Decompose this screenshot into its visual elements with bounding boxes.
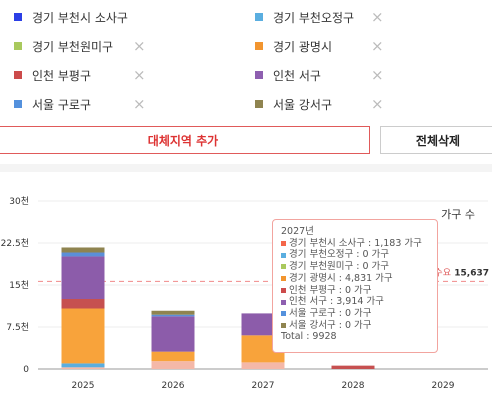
y-tick-label: 15천 [9, 280, 29, 291]
tooltip-row: 인천 부평구 : 0 가구 [281, 285, 429, 297]
tooltip-total: Total : 9928 [281, 331, 337, 343]
x-tick-label: 2029 [432, 381, 455, 391]
bar-segment-2025-0 [61, 367, 105, 369]
legend-swatch [14, 13, 22, 21]
tooltip-row-text: 서울 구로구 : 0 가구 [289, 307, 372, 319]
remove-region-icon[interactable]: × [371, 66, 384, 84]
legend-swatch [14, 42, 22, 50]
remove-region-icon[interactable]: × [371, 37, 384, 55]
bar-segment-2026-7 [151, 310, 195, 315]
section-divider [0, 164, 492, 172]
remove-region-icon[interactable]: × [371, 8, 384, 26]
legend-swatch [14, 100, 22, 108]
bar-segment-2025-6 [61, 252, 105, 257]
tooltip-row: 경기 부천원미구 : 0 가구 [281, 261, 429, 273]
remove-region-icon[interactable]: × [133, 66, 146, 84]
add-alternative-region-button[interactable]: 대체지역 추가 [0, 126, 370, 154]
legend-label: 경기 부천원미구 [32, 39, 114, 54]
remove-region-icon[interactable]: × [371, 95, 384, 113]
legend-label: 서울 강서구 [273, 97, 333, 112]
chart-unit-label: 가구 수 [441, 208, 475, 221]
threshold-value: 15,637 [454, 268, 489, 278]
remove-region-icon[interactable]: × [133, 37, 146, 55]
y-tick-label: 7.5천 [6, 322, 29, 333]
region-legend: 경기 부천시 소사구 경기 부천오정구 × 경기 부천원미구 × 경기 광명시 × 인천 부평… [0, 0, 492, 118]
y-tick-label: 0 [23, 365, 29, 375]
tooltip-row-text: 경기 부천시 소사구 : 1,183 가구 [289, 237, 422, 249]
tooltip-row-text: 경기 부천오정구 : 0 가구 [289, 249, 389, 261]
legend-item-2[interactable]: 경기 부천원미구 [14, 36, 113, 56]
tooltip-swatch [281, 241, 286, 247]
tooltip-swatch [281, 299, 286, 305]
chart-tooltip: 2027년 경기 부천시 소사구 : 1,183 가구 경기 부천오정구 : 0 … [272, 219, 438, 353]
legend-item-6[interactable]: 서울 구로구 [14, 94, 91, 114]
legend-swatch [255, 71, 263, 79]
y-tick-label: 22.5천 [1, 238, 29, 249]
legend-swatch [255, 100, 263, 108]
tooltip-row-text: 경기 광명시 : 4,831 가구 [289, 272, 393, 284]
legend-item-0[interactable]: 경기 부천시 소사구 [14, 7, 128, 27]
tooltip-swatch [281, 322, 286, 328]
legend-label: 인천 부평구 [32, 68, 92, 83]
legend-label: 인천 서구 [273, 68, 321, 83]
legend-label: 경기 부천오정구 [273, 10, 355, 25]
x-tick-label: 2025 [72, 381, 95, 391]
tooltip-swatch [281, 276, 286, 282]
tooltip-swatch [281, 252, 286, 258]
bar-segment-2026-5 [151, 316, 195, 352]
tooltip-swatch [281, 311, 286, 317]
tooltip-row: 인천 서구 : 3,914 가구 [281, 296, 429, 308]
bar-segment-2025-4 [61, 299, 105, 309]
bar-segment-2025-5 [61, 256, 105, 299]
tooltip-row-text: 인천 서구 : 3,914 가구 [289, 296, 384, 308]
legend-swatch [255, 13, 263, 21]
tooltip-swatch [281, 264, 286, 270]
legend-item-4[interactable]: 인천 부평구 [14, 65, 91, 85]
tooltip-row: 경기 부천오정구 : 0 가구 [281, 249, 429, 261]
tooltip-row: 경기 광명시 : 4,831 가구 [281, 273, 429, 285]
tooltip-row: 서울 강서구 : 0 가구 [281, 320, 429, 332]
tooltip-year: 2027년 [281, 226, 314, 237]
tooltip-row-text: 서울 강서구 : 0 가구 [289, 319, 372, 331]
y-tick-label: 30천 [9, 196, 29, 207]
tooltip-row: 경기 부천시 소사구 : 1,183 가구 [281, 238, 429, 250]
x-tick-label: 2026 [162, 381, 185, 391]
legend-label: 서울 구로구 [32, 97, 92, 112]
delete-all-button[interactable]: 전체삭제 [380, 126, 492, 154]
tooltip-row-text: 경기 부천원미구 : 0 가구 [289, 261, 389, 273]
legend-item-3[interactable]: 경기 광명시 [255, 36, 332, 56]
bar-segment-2025-7 [61, 247, 105, 253]
tooltip-row-text: 인천 부평구 : 0 가구 [289, 284, 372, 296]
bar-segment-2025-1 [61, 363, 105, 368]
legend-item-7[interactable]: 서울 강서구 [255, 94, 332, 114]
tooltip-row: 서울 구로구 : 0 가구 [281, 308, 429, 320]
bar-segment-2026-6 [151, 314, 195, 317]
legend-item-1[interactable]: 경기 부천오정구 [255, 7, 354, 27]
legend-label: 경기 부천시 소사구 [32, 10, 128, 25]
bar-segment-2028-4 [331, 365, 375, 369]
legend-item-5[interactable]: 인천 서구 [255, 65, 321, 85]
legend-label: 경기 광명시 [273, 39, 333, 54]
x-tick-label: 2027 [252, 381, 275, 391]
bar-segment-2027-0 [241, 362, 285, 369]
legend-swatch [255, 42, 263, 50]
x-tick-label: 2028 [342, 381, 365, 391]
bar-segment-2026-3 [151, 351, 195, 362]
bar-segment-2026-0 [151, 361, 195, 369]
bar-segment-2025-3 [61, 308, 105, 364]
remove-region-icon[interactable]: × [133, 95, 146, 113]
tooltip-swatch [281, 287, 286, 293]
legend-swatch [14, 71, 22, 79]
